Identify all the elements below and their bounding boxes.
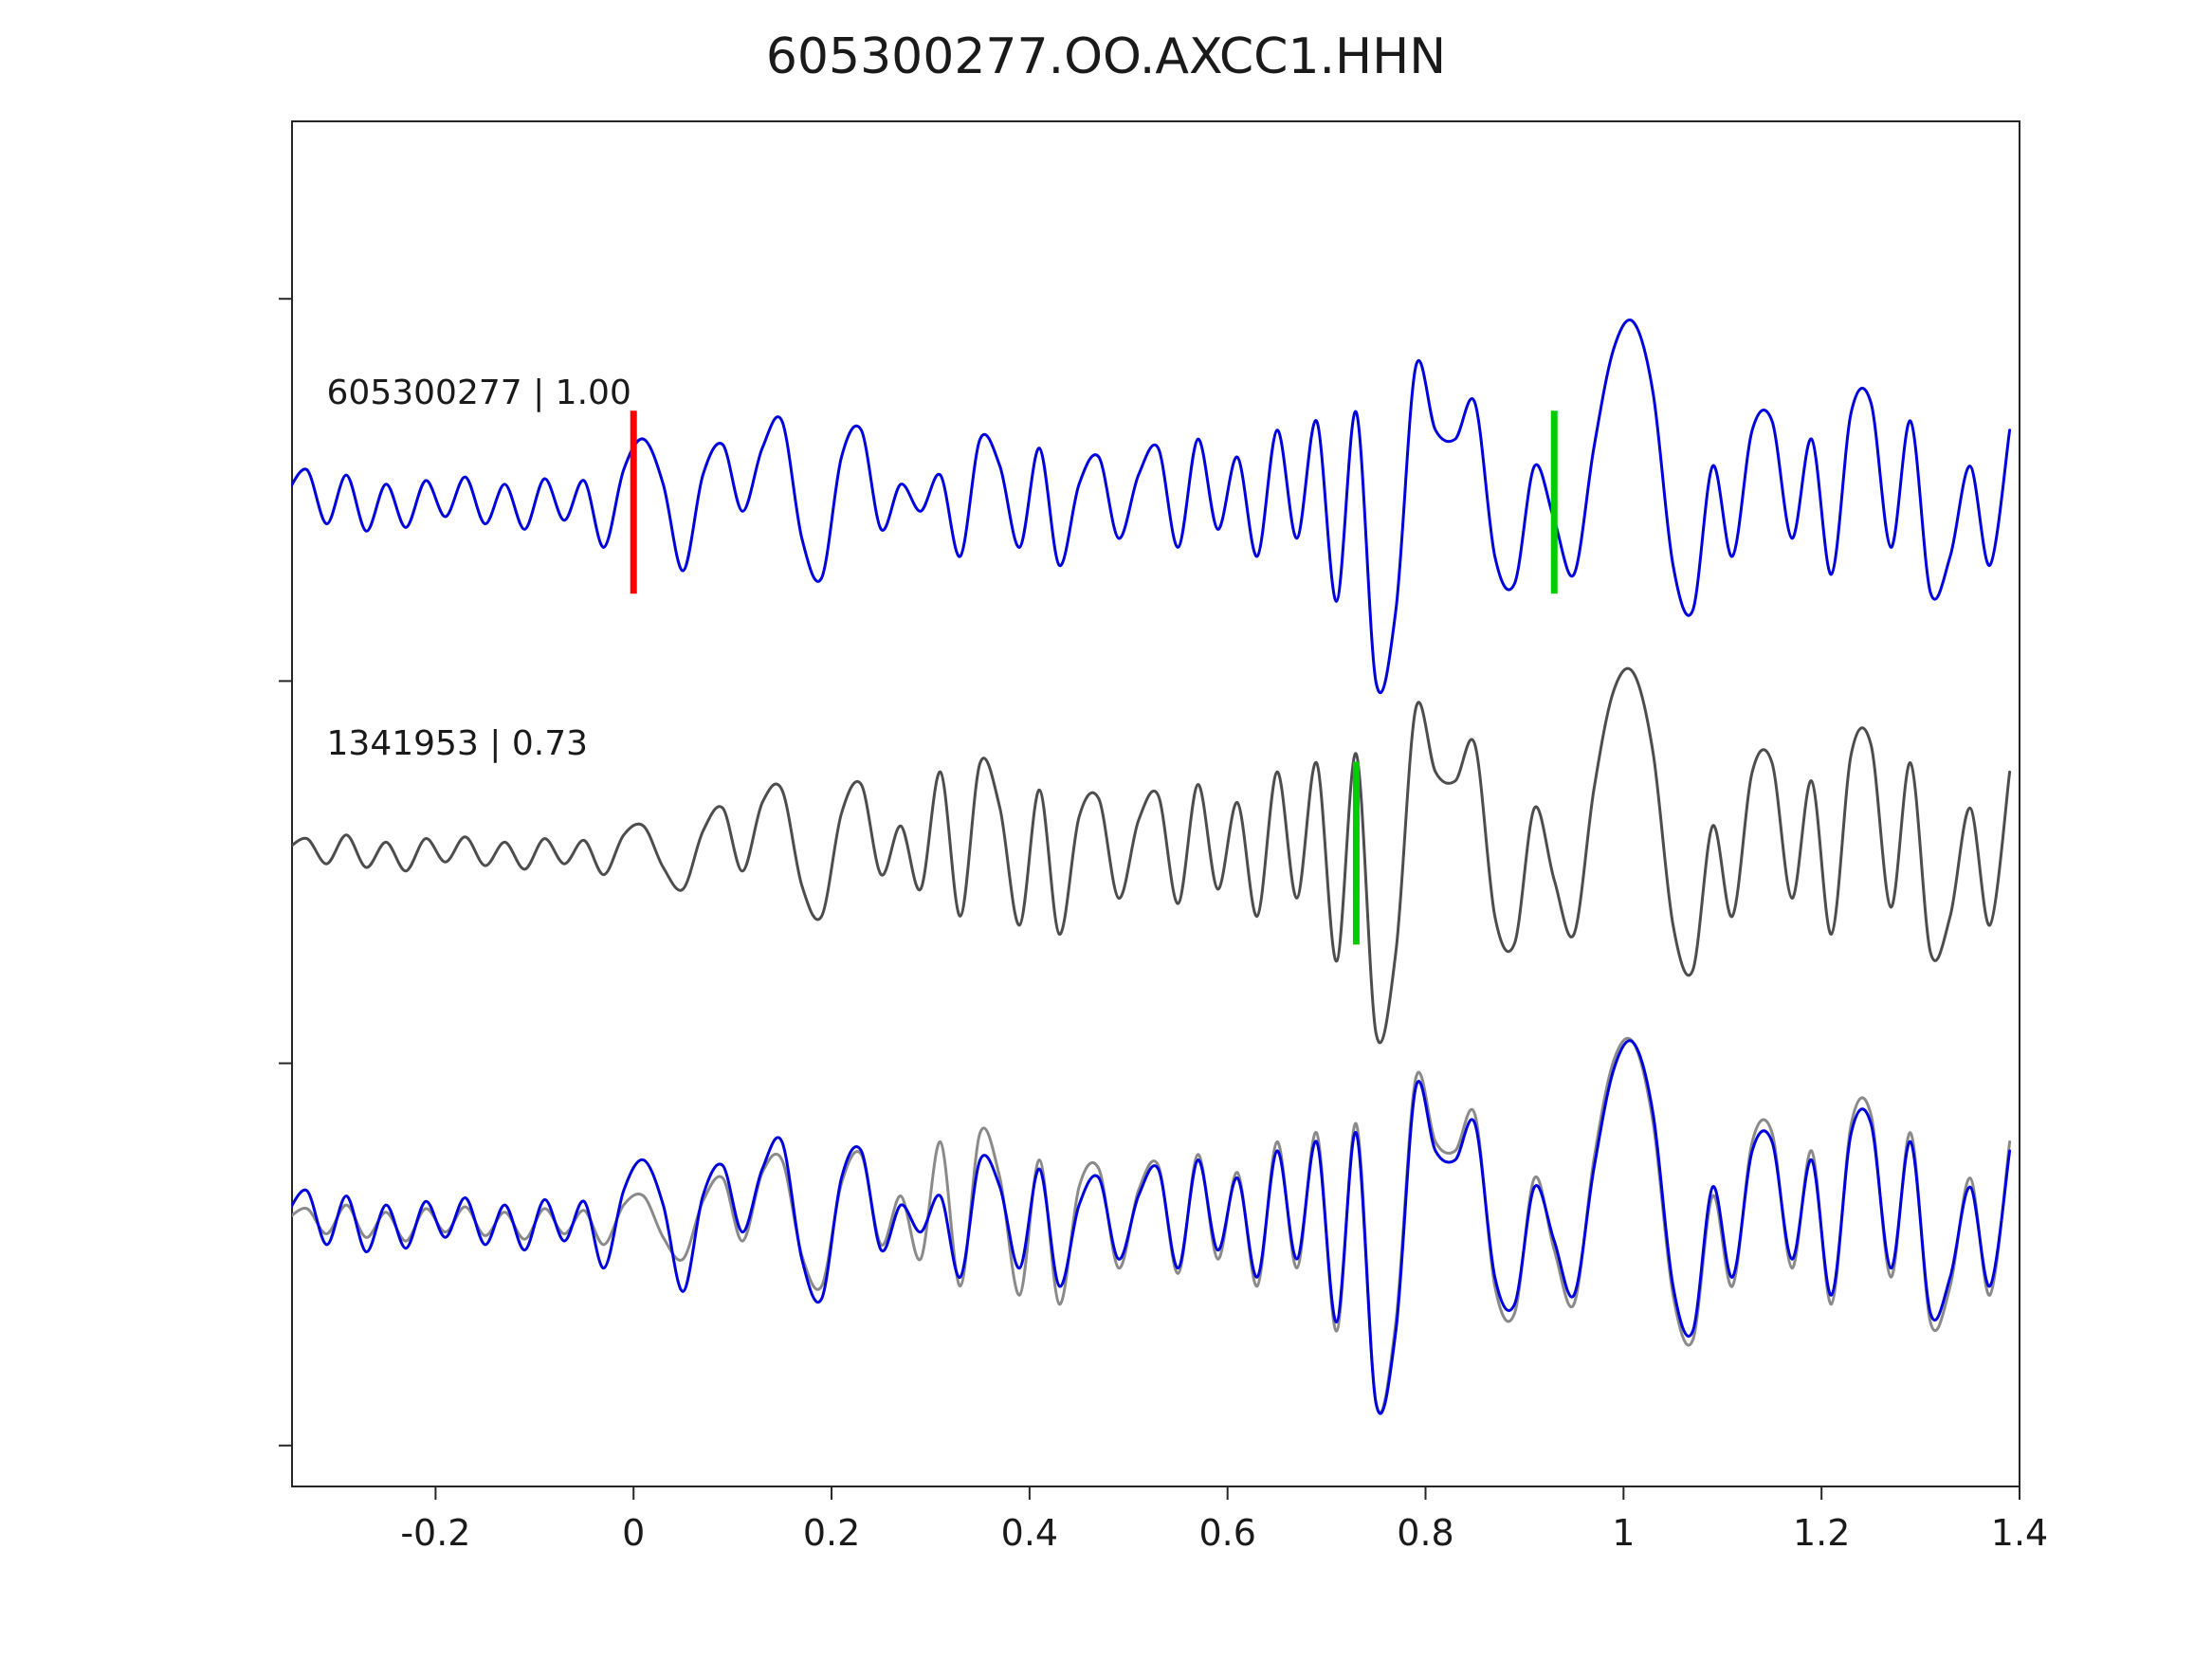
waveform-trace-detection: [292, 666, 2012, 1045]
x-axis-tick-label: 0.8: [1397, 1512, 1453, 1554]
x-axis-tick-label: 1.2: [1793, 1512, 1850, 1554]
x-axis-tick-label: 0: [622, 1512, 645, 1554]
panel-label: 1341953 | 0.73: [327, 724, 589, 763]
x-axis-tick-label: 0.6: [1198, 1512, 1255, 1554]
plot-frame: [291, 120, 2020, 1487]
waveform-trace-template: [292, 1039, 2012, 1415]
waveform-trace-detection: [292, 1036, 2012, 1414]
traces-group: [292, 319, 2012, 1415]
x-axis-tick-label: 0.4: [1001, 1512, 1058, 1554]
x-axis-tick-label: 0.2: [803, 1512, 860, 1554]
x-axis-tick-label: -0.2: [400, 1512, 470, 1554]
page-title: 605300277.OO.AXCC1.HHN: [765, 28, 1447, 85]
x-axis-tick-label: 1: [1612, 1512, 1635, 1554]
panel-label: 605300277 | 1.00: [327, 374, 631, 412]
x-axis-tick-label: 1.4: [1991, 1512, 2048, 1554]
waveform-trace-template: [292, 319, 2012, 695]
